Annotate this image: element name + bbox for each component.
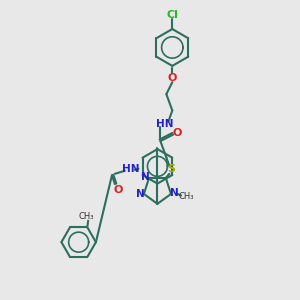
Text: O: O	[113, 185, 123, 195]
Text: N: N	[169, 188, 178, 198]
Text: S: S	[167, 164, 175, 174]
Text: O: O	[168, 73, 177, 83]
Text: HN: HN	[122, 164, 140, 174]
Text: CH₃: CH₃	[78, 212, 94, 221]
Text: N: N	[141, 172, 150, 182]
Text: N: N	[136, 189, 145, 199]
Text: Cl: Cl	[167, 10, 178, 20]
Text: CH₃: CH₃	[179, 192, 194, 201]
Text: O: O	[172, 128, 182, 138]
Text: HN: HN	[155, 119, 173, 129]
